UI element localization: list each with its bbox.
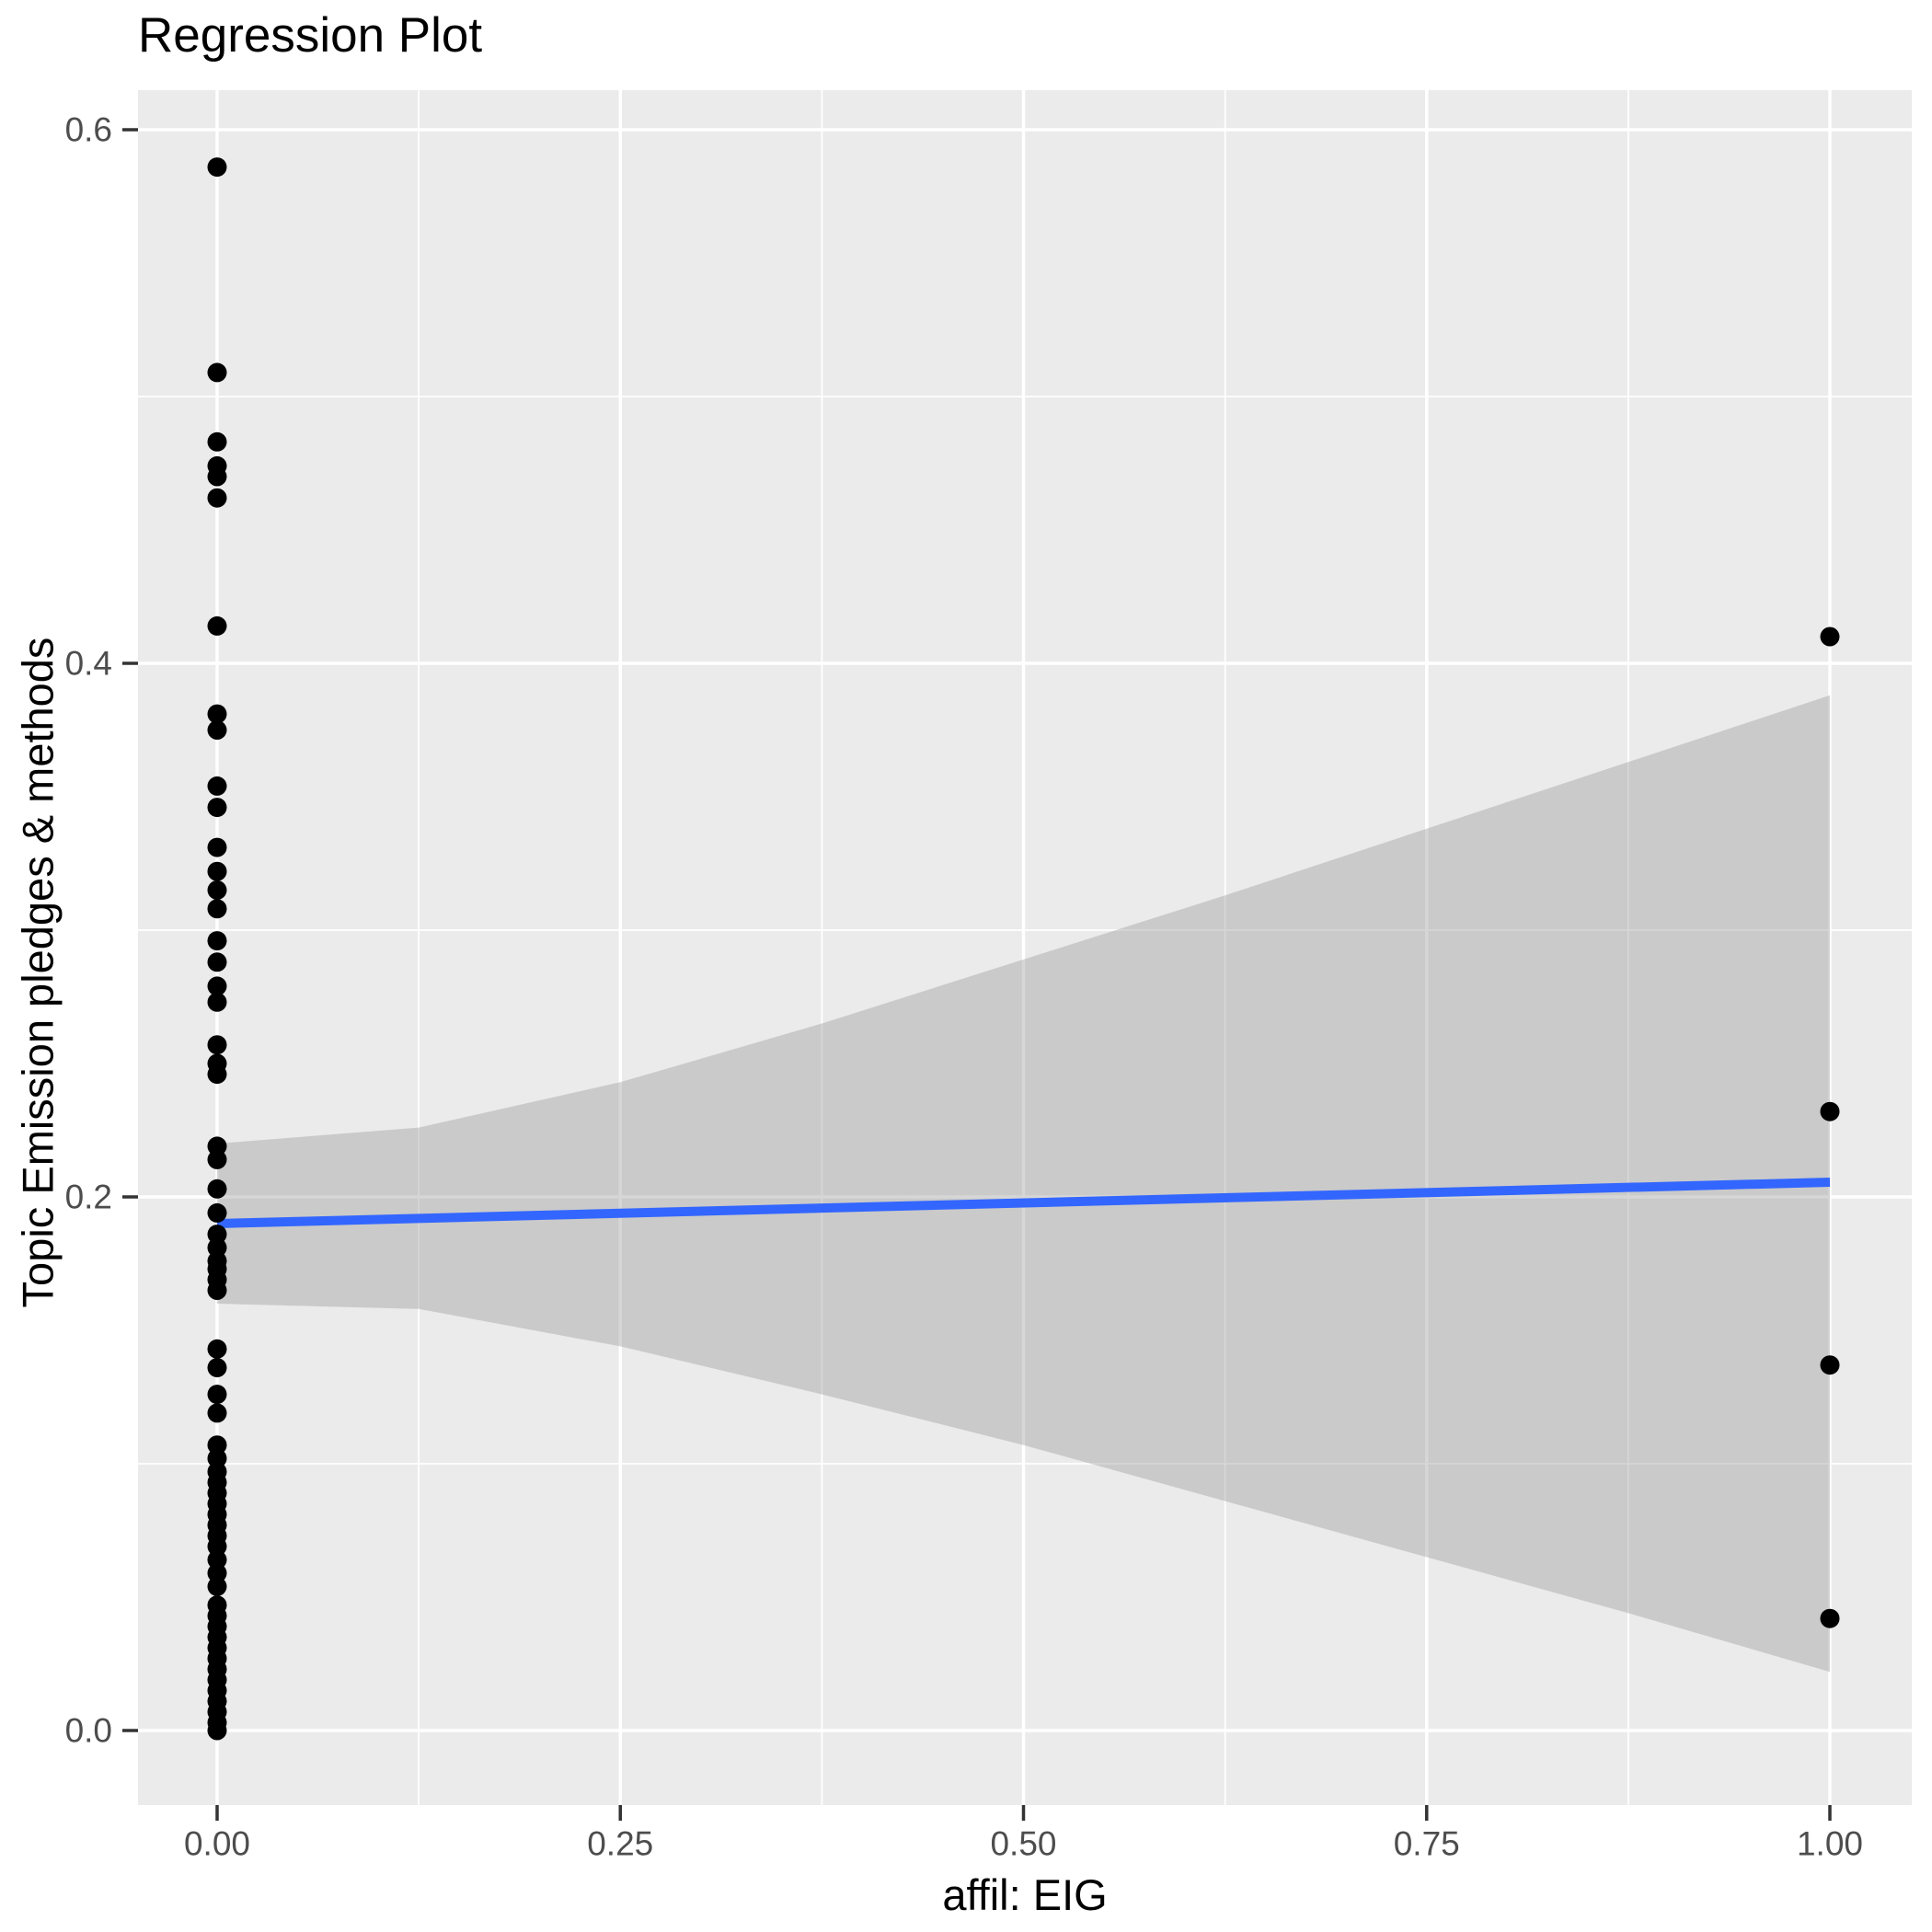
regression-line — [216, 1178, 1831, 1228]
data-point — [207, 615, 227, 636]
y-tick-label: 0.4 — [65, 645, 112, 683]
y-axis-title: Topic Emission pledges & methods — [13, 637, 63, 1308]
data-point — [207, 899, 227, 919]
data-point — [207, 1536, 227, 1557]
data-point — [207, 1064, 227, 1085]
data-point — [207, 1281, 227, 1300]
data-point — [207, 1179, 227, 1199]
data-point — [207, 931, 227, 951]
data-point — [207, 1563, 227, 1583]
data-point — [207, 1225, 227, 1245]
data-point — [207, 1035, 227, 1055]
data-point — [207, 880, 227, 900]
data-point — [207, 1549, 227, 1570]
y-tick-label: 0.0 — [65, 1712, 112, 1750]
x-tick-label: 0.50 — [990, 1825, 1056, 1863]
data-point — [207, 952, 227, 972]
data-point — [1820, 1355, 1840, 1375]
data-point — [207, 837, 227, 857]
data-point — [207, 1448, 227, 1468]
data-point — [207, 157, 227, 178]
data-point — [207, 1339, 227, 1359]
data-point — [207, 798, 227, 818]
y-tick-label: 0.6 — [65, 111, 112, 149]
data-point — [207, 1720, 227, 1741]
confidence-band — [217, 695, 1830, 1673]
data-point — [207, 1358, 227, 1378]
data-point — [207, 1202, 227, 1223]
data-point — [207, 466, 227, 487]
data-point — [207, 488, 227, 508]
data-point — [207, 1385, 227, 1405]
data-point — [207, 1435, 227, 1455]
data-point — [207, 431, 227, 452]
data-point — [207, 1403, 227, 1423]
data-point — [207, 1576, 227, 1596]
y-tick-label: 0.2 — [65, 1179, 112, 1216]
data-point — [207, 992, 227, 1012]
data-point — [207, 1149, 227, 1169]
plot-title: Regression Plot — [138, 8, 483, 63]
data-point — [207, 1237, 227, 1258]
x-axis-title: affil: EIG — [942, 1870, 1108, 1919]
data-point — [207, 776, 227, 796]
data-point — [207, 976, 227, 996]
data-point — [207, 1136, 227, 1156]
x-tick-label: 1.00 — [1797, 1825, 1863, 1863]
data-point — [207, 861, 227, 881]
data-point — [207, 362, 227, 383]
data-point — [1820, 1608, 1840, 1628]
x-tick-label: 0.75 — [1394, 1825, 1460, 1863]
data-point — [207, 704, 227, 724]
data-point — [207, 720, 227, 740]
data-point — [1820, 627, 1840, 647]
x-tick-label: 0.00 — [184, 1825, 250, 1863]
x-tick-label: 0.25 — [587, 1825, 653, 1863]
data-point — [1820, 1101, 1840, 1121]
